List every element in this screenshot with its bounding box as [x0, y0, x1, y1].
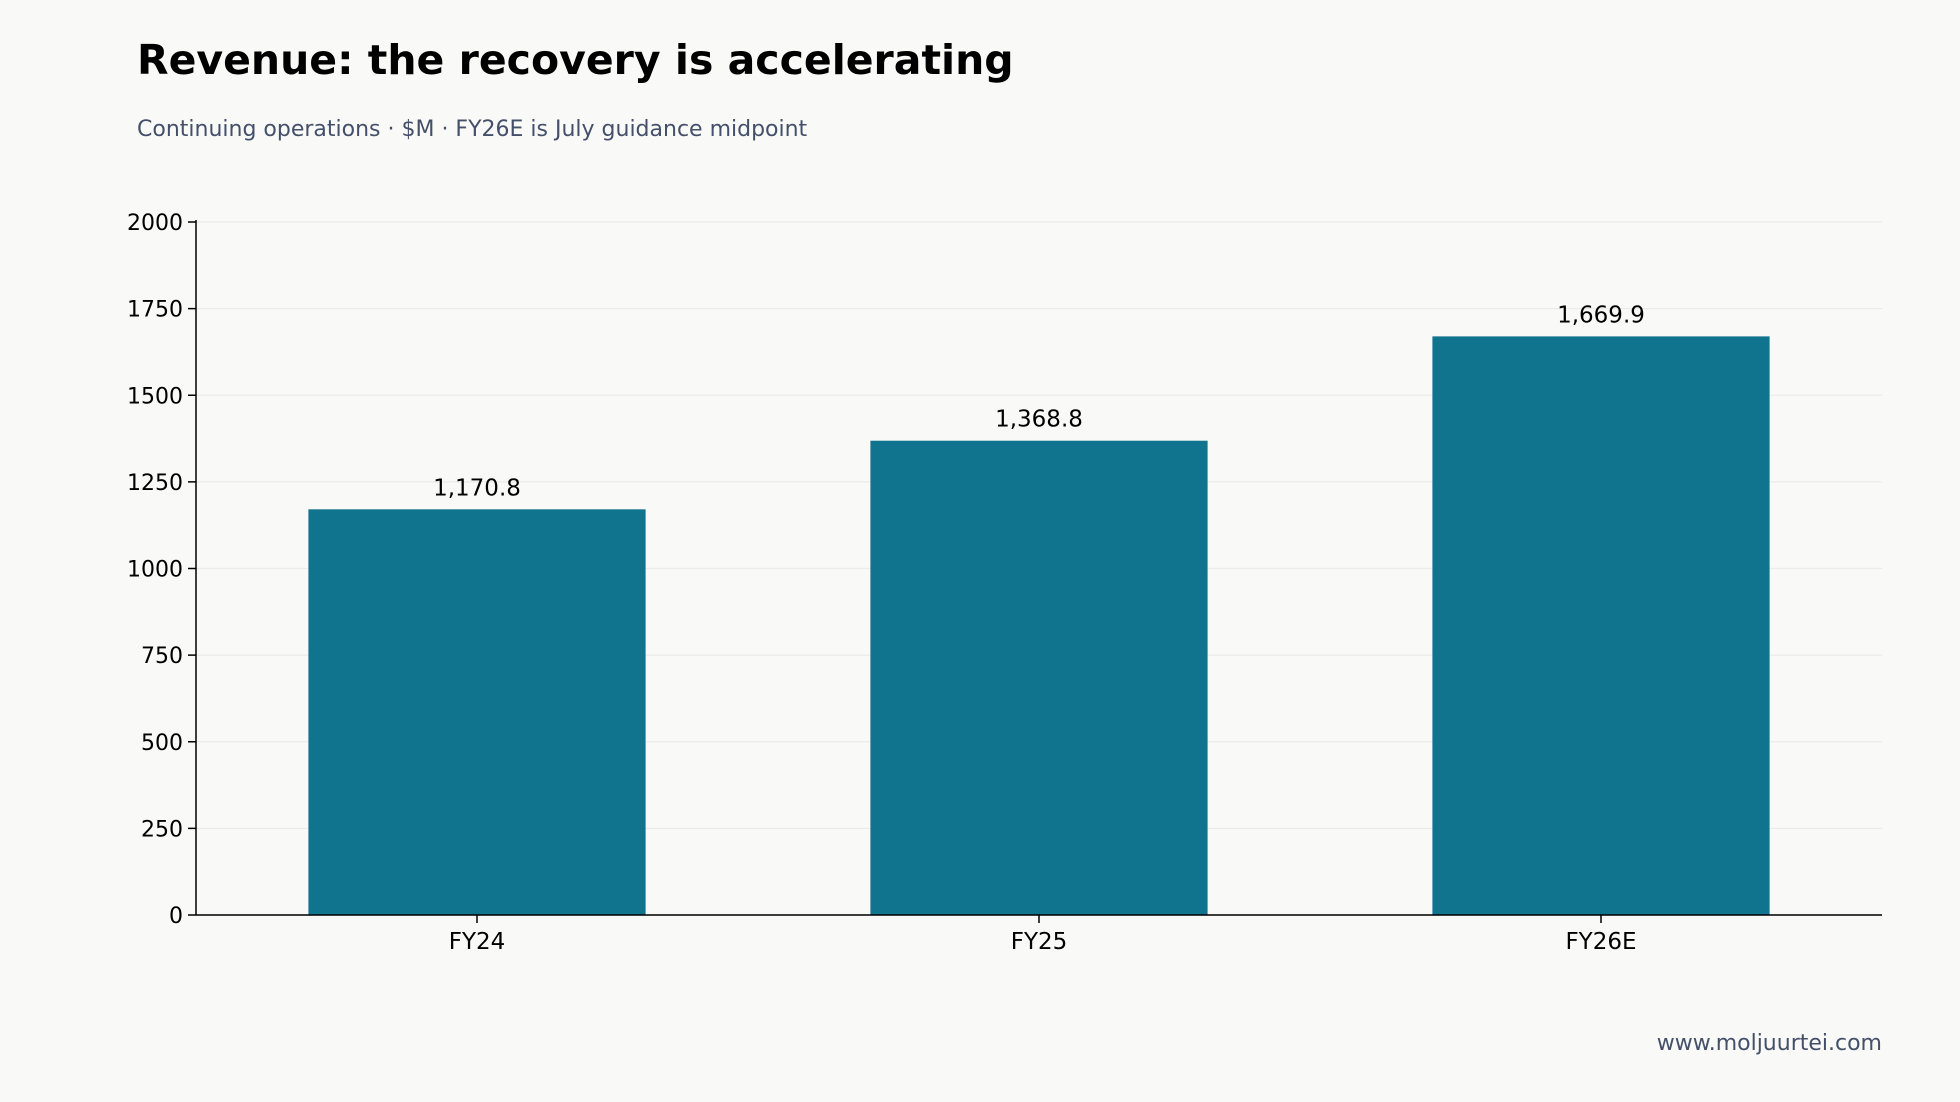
y-tick-label: 250: [141, 817, 183, 842]
y-tick-label: 500: [141, 731, 183, 756]
data-label-fy26e: 1,669.9: [1557, 302, 1645, 328]
data-label-fy24: 1,170.8: [433, 475, 521, 501]
chart-subtitle: Continuing operations · $M · FY26E is Ju…: [137, 117, 808, 142]
bars: [308, 336, 1770, 915]
data-labels: 1,170.8 1,368.8 1,669.9: [433, 302, 1645, 501]
source-credit: www.moljuurtei.com: [1656, 1031, 1882, 1056]
x-tick-label: FY26E: [1565, 929, 1636, 955]
bar-fy25: [870, 440, 1208, 915]
x-tick-label: FY24: [449, 929, 506, 955]
y-tick-label: 1250: [127, 471, 183, 496]
y-tick-label: 1750: [127, 298, 183, 323]
chart-title: Revenue: the recovery is accelerating: [137, 36, 1014, 84]
y-tick-label: 1500: [127, 384, 183, 409]
bar-fy26e: [1432, 336, 1770, 915]
y-tick-label: 2000: [127, 211, 183, 236]
y-tick-label: 0: [169, 904, 183, 929]
y-tick-label: 750: [141, 644, 183, 669]
y-tick-label: 1000: [127, 558, 183, 583]
bar-fy24: [308, 509, 646, 915]
data-label-fy25: 1,368.8: [995, 407, 1083, 433]
x-tick-label: FY25: [1011, 929, 1068, 955]
axes: 0 250 500 750 1000 1250 1500 1750 2000 FY24 FY25 FY…: [127, 211, 1882, 955]
